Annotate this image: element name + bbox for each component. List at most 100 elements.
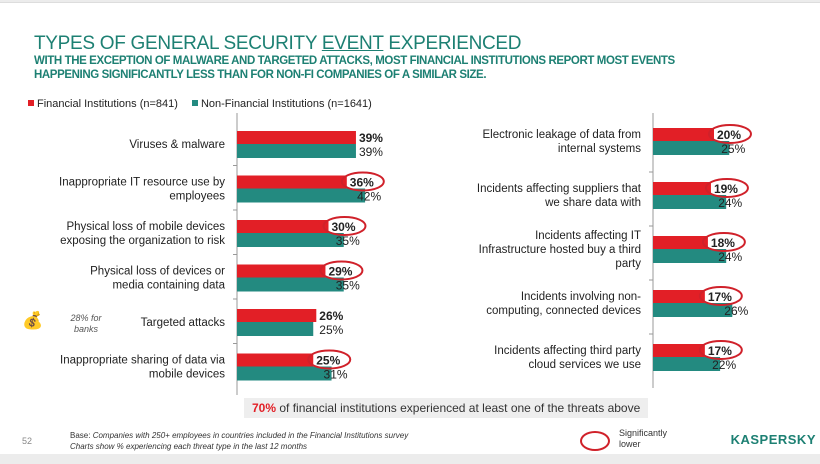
- kaspersky-logo: KASPERSKY: [730, 432, 816, 447]
- value-label-fi: 18%: [711, 236, 735, 250]
- banks-note: 28% for banks: [70, 313, 102, 334]
- value-label-nonfi: 39%: [359, 145, 383, 159]
- value-label-nonfi: 25%: [721, 142, 745, 156]
- value-label-fi: 36%: [350, 176, 374, 190]
- value-label-nonfi: 35%: [336, 234, 360, 248]
- sig-text: lower: [619, 439, 641, 449]
- bar-nonfi: [653, 195, 727, 209]
- category-label: Incidents affecting third party: [494, 345, 641, 357]
- category-label: Inappropriate sharing of data via: [60, 355, 226, 367]
- value-label-fi: 19%: [714, 182, 738, 196]
- value-label-nonfi: 26%: [724, 304, 748, 318]
- significance-ring: [704, 178, 749, 198]
- category-label: Inappropriate IT resource use by: [59, 177, 225, 189]
- value-label-nonfi: 24%: [718, 250, 742, 264]
- title-text-end: EXPERIENCED: [383, 33, 522, 54]
- category-label: Infrastructure hosted buy a third: [479, 244, 641, 256]
- money-bag-icon: 💰: [22, 311, 44, 330]
- value-label-nonfi: 31%: [324, 368, 348, 382]
- value-label-fi: 39%: [359, 131, 383, 145]
- bar-fi: [653, 290, 705, 303]
- legend-item-nonfi: Non-Financial Institutions (n=1641): [191, 98, 372, 110]
- category-label: computing, connected devices: [486, 305, 641, 317]
- legend-swatch: [28, 100, 34, 106]
- legend-swatch: [191, 100, 198, 106]
- subtitle: WITH THE EXCEPTION OF MALWARE AND TARGET…: [34, 54, 814, 82]
- category-label: mobile devices: [149, 369, 225, 381]
- significance-ring: [708, 124, 752, 144]
- bar-fi: [653, 182, 711, 195]
- category-label: media containing data: [112, 280, 225, 292]
- value-label-fi: 30%: [332, 220, 356, 234]
- significance-ring-icon: [580, 431, 610, 451]
- bar-nonfi: [653, 141, 730, 155]
- base-label: Base:: [70, 431, 91, 440]
- bar-fi: [237, 175, 347, 189]
- value-label-nonfi: 24%: [718, 196, 742, 210]
- category-label: Viruses & malware: [129, 139, 225, 151]
- value-label-fi: 25%: [316, 354, 340, 368]
- bar-nonfi: [237, 233, 344, 247]
- bar-nonfi: [653, 357, 721, 371]
- bar-nonfi: [237, 188, 366, 203]
- bar-fi: [237, 131, 356, 144]
- bar-nonfi: [237, 322, 314, 336]
- bar-chart: 39%39% Viruses & malware 36%42% Inappropria…: [59, 113, 752, 395]
- value-label-fi: 20%: [717, 128, 741, 142]
- significance-ring: [701, 232, 746, 252]
- value-label-fi: 17%: [708, 290, 732, 304]
- significance-ring: [698, 286, 743, 306]
- value-label-fi: 26%: [319, 309, 343, 323]
- significance-ring: [319, 260, 364, 281]
- base-note: Base: Companies with 250+ employees in c…: [70, 430, 408, 452]
- bar-nonfi: [653, 303, 733, 317]
- base-line2: Charts show % experiencing each threat t…: [70, 442, 308, 451]
- base-text: Companies with 250+ employees in countri…: [90, 431, 409, 440]
- value-label-nonfi: 42%: [357, 190, 381, 204]
- legend: Financial Institutions (n=841) Non-Finan…: [28, 98, 372, 110]
- subtitle-line: WITH THE EXCEPTION OF MALWARE AND TARGET…: [34, 55, 675, 67]
- subtitle-line: HAPPENING SIGNIFICANTLY LESS THAN FOR NO…: [34, 69, 487, 81]
- callout-text: of financial institutions experienced at…: [276, 401, 641, 415]
- callout-box: 70% of financial institutions experience…: [244, 398, 649, 418]
- value-label-nonfi: 22%: [712, 358, 736, 372]
- legend-label: Financial Institutions (n=841): [37, 98, 178, 110]
- significance-ring: [698, 340, 743, 360]
- significance-legend: Significantly lower: [619, 428, 667, 450]
- callout-highlight: 70%: [252, 401, 277, 415]
- category-label: Physical loss of devices or: [90, 266, 225, 278]
- value-label-nonfi: 25%: [319, 323, 343, 337]
- category-label: Targeted attacks: [141, 317, 226, 329]
- page-number: 52: [22, 436, 33, 446]
- category-label: Incidents affecting suppliers that: [477, 183, 642, 195]
- category-label: Incidents involving non-: [521, 291, 641, 303]
- category-label: Incidents affecting IT: [535, 230, 641, 242]
- significance-ring: [340, 171, 385, 192]
- bar-fi: [653, 344, 705, 357]
- bar-fi: [237, 309, 317, 322]
- bar-fi: [237, 264, 326, 278]
- bar-fi: [237, 353, 314, 367]
- bar-fi: [237, 220, 329, 233]
- category-label: we share data with: [544, 197, 641, 209]
- bar-nonfi: [653, 249, 727, 263]
- sig-text: Significantly: [619, 428, 668, 438]
- value-label-fi: 17%: [708, 344, 732, 358]
- slide: TYPES OF GENERAL SECURITY EVENT EXPERIEN…: [0, 2, 820, 454]
- significance-ring: [307, 349, 352, 370]
- bar-nonfi: [237, 144, 356, 158]
- legend-item-fi: Financial Institutions (n=841): [28, 98, 178, 110]
- value-label-fi: 29%: [328, 265, 352, 279]
- category-label: cloud services we use: [529, 359, 642, 371]
- bar-nonfi: [237, 277, 344, 292]
- category-label: employees: [169, 191, 225, 203]
- bar-fi: [653, 236, 708, 249]
- category-label: Physical loss of mobile devices: [66, 221, 225, 233]
- significance-ring: [322, 216, 367, 236]
- category-label: Electronic leakage of data from: [482, 129, 641, 141]
- value-label-nonfi: 35%: [336, 279, 360, 293]
- title-text: TYPES OF GENERAL SECURITY: [34, 33, 322, 54]
- category-label: party: [615, 258, 641, 270]
- category-label: exposing the organization to risk: [60, 235, 225, 247]
- page-title: TYPES OF GENERAL SECURITY EVENT EXPERIEN…: [34, 33, 522, 55]
